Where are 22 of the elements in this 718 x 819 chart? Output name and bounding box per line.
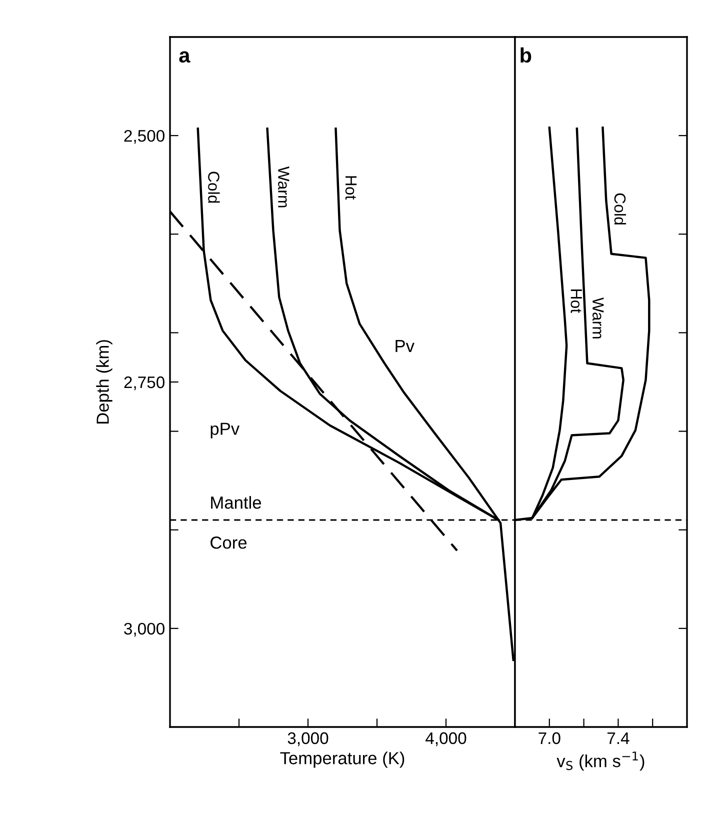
y-tick-label: 2,750 — [124, 376, 164, 390]
annotation: Pv — [396, 340, 414, 352]
text: Warm — [278, 166, 290, 208]
x-tick-label: 4,000 — [426, 732, 466, 746]
annotation: pPv — [210, 422, 240, 438]
x-tick-label: 7.0 — [538, 732, 560, 744]
chart-title: b — [520, 47, 532, 63]
annotation: Mantle — [211, 496, 262, 509]
annotation: Core — [210, 536, 247, 549]
text: Cold — [208, 172, 220, 203]
y-tick-label: 3,000 — [124, 622, 164, 637]
text: Warm — [592, 298, 604, 338]
y-tick-label: 2,500 — [124, 130, 164, 144]
text: Hot — [345, 176, 357, 200]
y-axis-title: Depth (km) — [96, 340, 112, 424]
x-tick-label: 3,000 — [288, 732, 328, 746]
chart-title: a — [179, 51, 190, 63]
x-axis-title: v$_{S}$ (km s$^{−1}$) — [556, 752, 644, 771]
text: Cold — [614, 193, 626, 224]
text: Hot — [570, 290, 582, 313]
x-tick-label: 7.4 — [607, 732, 630, 744]
x-axis-title: Temperature (K) — [280, 752, 404, 768]
